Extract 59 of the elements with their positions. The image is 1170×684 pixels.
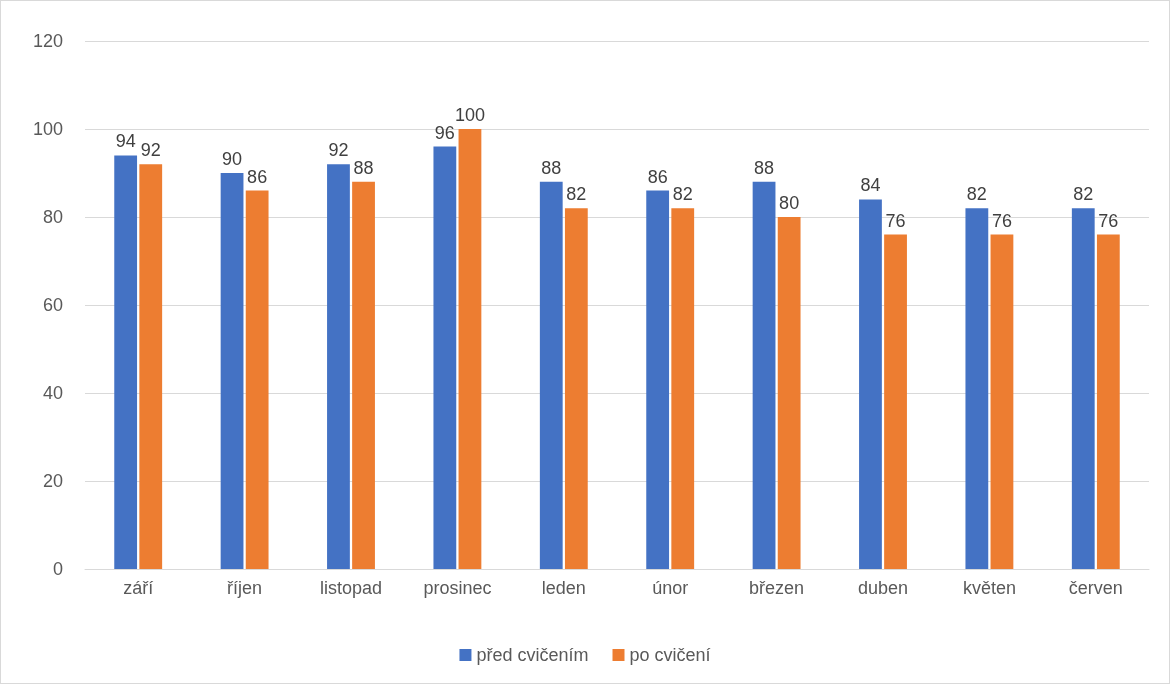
bar [139, 164, 163, 569]
bar [884, 234, 907, 569]
y-tick-label: 80 [42, 207, 63, 227]
y-tick-label: 20 [42, 471, 63, 491]
x-tick-label: březen [749, 578, 805, 598]
bar [1096, 234, 1120, 569]
bar [777, 217, 801, 569]
x-tick-label: září [123, 578, 154, 598]
x-tick-label: červen [1068, 578, 1123, 598]
data-label: 82 [1073, 184, 1094, 205]
data-label: 88 [541, 157, 562, 178]
bar [327, 164, 350, 569]
bar [539, 181, 563, 569]
data-label: 94 [115, 131, 136, 152]
bar [114, 155, 138, 569]
bar [646, 190, 670, 569]
data-label: 92 [328, 140, 349, 161]
x-tick-label: leden [541, 578, 586, 598]
y-tick-label: 120 [32, 31, 63, 51]
data-label: 92 [140, 140, 161, 161]
bar [965, 208, 989, 569]
x-tick-label: květen [962, 578, 1016, 598]
data-label: 86 [647, 166, 668, 187]
data-label: 100 [454, 105, 485, 125]
data-label: 82 [966, 184, 987, 205]
x-tick-label: listopad [319, 578, 383, 598]
data-label: 82 [672, 184, 693, 205]
data-label: 88 [754, 157, 775, 178]
data-label: 84 [860, 175, 881, 196]
y-tick-label: 100 [32, 119, 63, 139]
bar [1071, 208, 1095, 569]
data-label: 88 [353, 157, 374, 178]
x-tick-label: prosinec [423, 578, 492, 598]
x-tick-label: duben [857, 578, 909, 598]
y-tick-label: 0 [52, 559, 63, 579]
data-label: 86 [247, 166, 268, 187]
bar [859, 199, 882, 569]
bar [352, 181, 375, 569]
y-tick-label: 60 [42, 295, 63, 315]
y-tick-label: 40 [42, 383, 63, 403]
bar [458, 129, 482, 569]
data-label: 76 [991, 210, 1012, 231]
bar [990, 234, 1014, 569]
x-tick-label: říjen [227, 578, 263, 598]
bar [220, 173, 244, 569]
data-label: 82 [566, 184, 587, 205]
bar [671, 208, 695, 569]
data-label: 96 [434, 122, 455, 143]
x-tick-label: únor [652, 578, 689, 598]
data-label: 76 [1098, 210, 1119, 231]
bar [245, 190, 269, 569]
bar [752, 181, 776, 569]
bar [564, 208, 588, 569]
bar [433, 146, 457, 569]
data-label: 80 [779, 193, 800, 213]
data-label: 76 [885, 210, 906, 231]
legend-label: po cvičení [629, 645, 711, 665]
data-label: 90 [222, 149, 243, 169]
legend-label: před cvičením [476, 645, 589, 665]
